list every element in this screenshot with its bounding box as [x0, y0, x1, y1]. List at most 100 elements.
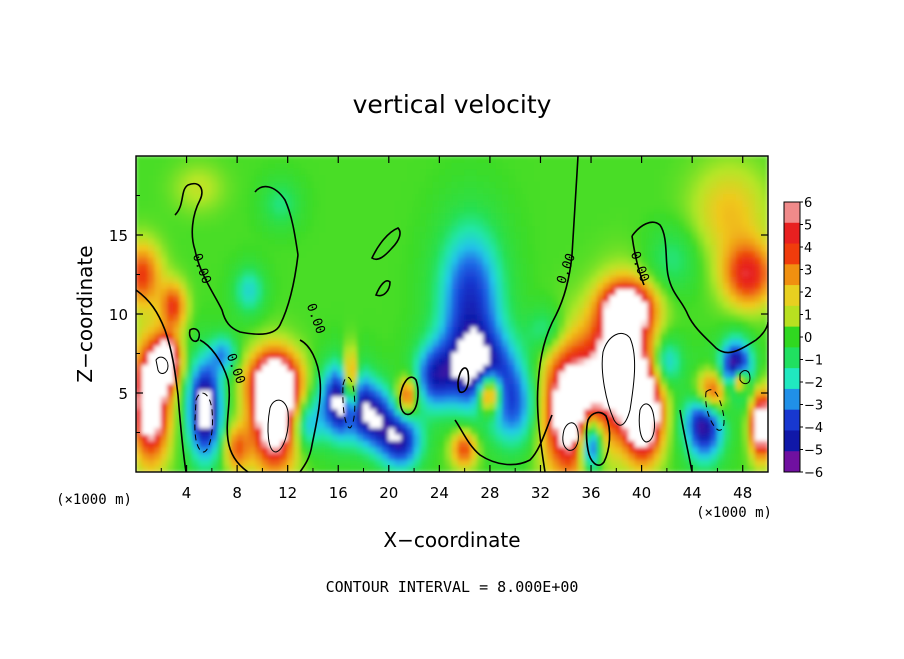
field-cell: [451, 326, 459, 334]
field-cell: [407, 281, 415, 290]
field-cell: [558, 206, 567, 214]
field-cell: [628, 212, 636, 220]
field-cell: [647, 408, 655, 416]
field-cell: [571, 237, 579, 245]
field-cell: [173, 414, 181, 422]
field-cell: [394, 288, 402, 296]
field-cell: [268, 439, 276, 448]
field-cell: [287, 174, 295, 182]
field-cell: [236, 332, 244, 340]
field-cell: [483, 307, 491, 315]
field-cell: [242, 351, 251, 359]
field-cell: [729, 243, 737, 252]
field-cell: [521, 446, 529, 454]
field-cell: [514, 174, 523, 182]
field-cell: [697, 281, 706, 290]
field-cell: [445, 414, 453, 422]
field-cell: [735, 408, 744, 416]
field-cell: [565, 294, 573, 302]
field-cell: [280, 307, 289, 315]
field-cell: [483, 161, 491, 170]
field-cell: [742, 206, 750, 214]
field-cell: [584, 383, 592, 391]
field-cell: [205, 288, 213, 296]
field-cell: [413, 319, 421, 328]
field-cell: [584, 300, 592, 309]
field-cell: [489, 458, 497, 467]
field-cell: [445, 313, 453, 321]
field-cell: [571, 332, 579, 340]
field-cell: [672, 414, 681, 422]
field-cell: [331, 288, 339, 296]
field-cell: [634, 345, 643, 353]
field-cell: [502, 376, 510, 385]
field-cell: [293, 161, 301, 170]
field-cell: [205, 401, 213, 410]
field-cell: [748, 243, 756, 252]
field-cell: [502, 294, 510, 302]
field-cell: [167, 408, 175, 416]
field-cell: [356, 319, 365, 328]
field-cell: [704, 401, 712, 410]
field-cell: [552, 288, 560, 296]
field-cell: [615, 161, 624, 170]
field-cell: [697, 262, 706, 271]
field-cell: [136, 326, 143, 334]
field-cell: [577, 351, 586, 359]
field-cell: [438, 187, 447, 195]
field-cell: [685, 376, 693, 385]
field-cell: [236, 389, 244, 397]
field-cell: [136, 269, 143, 277]
field-cell: [521, 319, 529, 328]
field-cell: [590, 307, 598, 315]
field-cell: [641, 243, 649, 252]
field-cell: [558, 351, 567, 359]
field-cell: [489, 225, 497, 233]
field-cell: [344, 187, 352, 195]
field-cell: [666, 458, 674, 467]
field-cell: [363, 300, 371, 309]
field-cell: [186, 161, 194, 170]
field-cell: [375, 288, 383, 296]
field-cell: [470, 212, 478, 220]
field-cell: [653, 326, 662, 334]
field-cell: [160, 243, 169, 252]
field-cell: [476, 250, 485, 258]
field-cell: [609, 326, 617, 334]
field-cell: [641, 332, 649, 340]
field-cell: [622, 351, 630, 359]
field-cell: [483, 427, 491, 435]
field-cell: [400, 446, 409, 454]
field-cell: [205, 345, 213, 353]
field-cell: [173, 307, 181, 315]
field-cell: [716, 383, 725, 391]
field-cell: [590, 300, 598, 309]
field-cell: [198, 300, 207, 309]
field-cell: [331, 383, 339, 391]
field-cell: [641, 414, 649, 422]
field-cell: [306, 180, 314, 189]
field-cell: [413, 275, 421, 283]
field-cell: [457, 225, 466, 233]
field-cell: [136, 332, 143, 340]
field-cell: [331, 307, 339, 315]
field-cell: [381, 161, 390, 170]
field-cell: [508, 168, 516, 176]
field-cell: [609, 243, 617, 252]
field-cell: [710, 357, 718, 366]
field-cell: [136, 168, 143, 176]
field-cell: [539, 174, 548, 182]
field-cell: [432, 351, 440, 359]
field-cell: [710, 370, 718, 378]
field-cell: [742, 319, 750, 328]
field-cell: [539, 275, 548, 283]
field-cell: [148, 174, 156, 182]
field-cell: [337, 408, 346, 416]
field-cell: [660, 446, 668, 454]
field-cell: [716, 262, 725, 271]
field-cell: [634, 351, 643, 359]
field-cell: [672, 465, 681, 472]
field-cell: [141, 458, 150, 467]
field-cell: [318, 357, 327, 366]
field-cell: [274, 313, 282, 321]
